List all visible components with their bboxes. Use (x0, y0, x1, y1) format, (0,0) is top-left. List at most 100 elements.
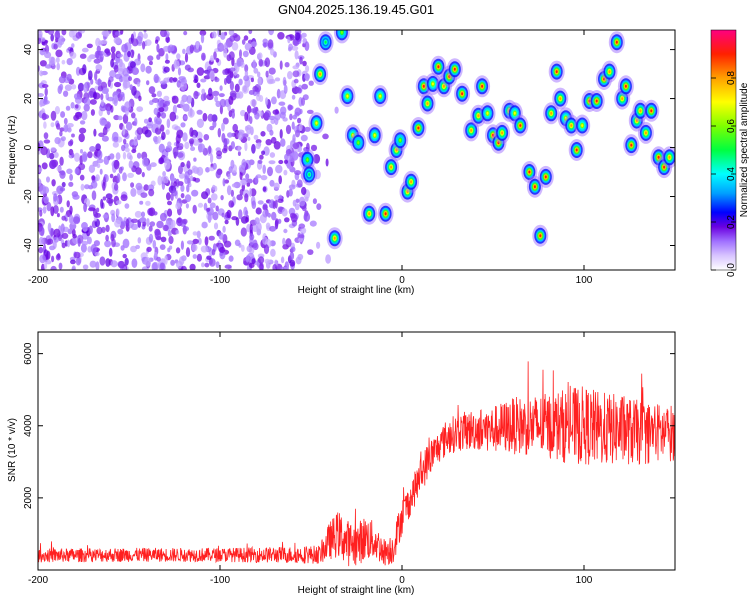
noise-speck (43, 196, 49, 204)
noise-speck (42, 114, 50, 120)
noise-speck (44, 87, 48, 97)
noise-speck (80, 183, 85, 191)
noise-speck (245, 173, 250, 180)
noise-speck (121, 144, 126, 152)
noise-speck (93, 128, 97, 137)
snr-series-line (38, 361, 675, 567)
noise-speck (137, 237, 142, 244)
noise-speck (271, 211, 277, 221)
noise-speck (219, 105, 223, 115)
noise-speck (189, 44, 194, 54)
noise-speck (184, 141, 190, 150)
noise-speck (100, 93, 104, 101)
noise-speck (231, 42, 239, 51)
noise-speck (246, 105, 252, 114)
noise-speck (261, 150, 266, 156)
noise-speck (127, 172, 134, 178)
noise-speck (142, 157, 149, 167)
noise-speck (109, 173, 114, 179)
noise-speck (213, 222, 219, 230)
noise-speck (38, 37, 42, 45)
noise-speck (68, 181, 74, 187)
noise-speck (219, 98, 227, 108)
noise-speck (140, 63, 146, 73)
noise-speck (182, 218, 188, 225)
noise-speck (73, 93, 81, 100)
noise-speck (64, 84, 72, 91)
noise-speck (191, 189, 199, 197)
noise-speck (69, 205, 73, 215)
heatmap-blob (661, 146, 675, 169)
noise-speck (89, 146, 96, 152)
noise-speck (102, 214, 109, 219)
noise-speck (47, 30, 55, 35)
noise-speck (128, 76, 132, 82)
noise-speck (213, 51, 217, 60)
noise-speck (38, 167, 43, 173)
noise-speck (288, 153, 296, 163)
noise-speck (146, 123, 153, 129)
noise-speck (305, 65, 310, 73)
noise-speck (137, 81, 141, 87)
noise-speck (325, 158, 329, 167)
noise-speck (208, 235, 215, 241)
noise-speck (130, 187, 137, 197)
noise-speck (147, 184, 155, 191)
noise-speck (111, 213, 116, 223)
heatmap-blob (552, 87, 569, 110)
noise-speck (234, 239, 241, 247)
noise-speck (175, 134, 181, 144)
snr-x-ticks: -200 -100 0 100 (28, 332, 593, 586)
noise-speck (247, 136, 251, 141)
noise-speck (176, 80, 181, 88)
noise-speck (275, 164, 283, 174)
noise-speck (82, 264, 89, 270)
noise-speck (94, 50, 100, 59)
noise-speck (165, 36, 171, 43)
noise-speck (304, 41, 310, 52)
noise-speck (163, 95, 170, 101)
noise-speck (221, 212, 225, 218)
heatmap-x-tick-label: -100 (210, 275, 230, 286)
noise-speck (292, 142, 300, 150)
noise-speck (186, 240, 194, 245)
noise-speck (274, 77, 281, 82)
noise-speck (77, 82, 85, 92)
noise-speck (155, 39, 159, 44)
noise-speck (146, 246, 152, 252)
colorbar-tick-label: 0.6 (726, 119, 737, 133)
noise-speck (249, 187, 252, 198)
noise-speck (285, 124, 292, 135)
noise-speck (196, 82, 201, 89)
noise-speck (272, 109, 280, 115)
noise-speck (127, 50, 131, 58)
noise-speck (244, 111, 249, 122)
noise-speck (180, 240, 184, 250)
noise-speck (260, 131, 266, 137)
noise-speck (165, 53, 169, 61)
noise-speck (259, 154, 264, 160)
noise-speck (145, 65, 152, 74)
noise-speck (168, 235, 174, 245)
noise-speck (241, 39, 246, 45)
noise-speck (46, 202, 52, 212)
noise-speck (156, 54, 161, 60)
noise-speck (106, 51, 111, 56)
noise-speck (251, 200, 257, 209)
noise-speck (208, 145, 212, 154)
noise-speck (244, 141, 248, 152)
noise-speck (257, 200, 264, 205)
noise-speck (123, 138, 127, 145)
noise-speck (66, 73, 72, 82)
noise-speck (116, 208, 120, 216)
noise-speck (316, 241, 321, 249)
heatmap-y-tick-label: 0 (23, 144, 34, 150)
noise-speck (110, 234, 115, 242)
noise-speck (110, 46, 116, 53)
noise-speck (214, 95, 219, 103)
noise-speck (80, 149, 83, 154)
noise-speck (239, 170, 243, 181)
noise-speck (244, 193, 249, 203)
noise-speck (209, 70, 215, 81)
